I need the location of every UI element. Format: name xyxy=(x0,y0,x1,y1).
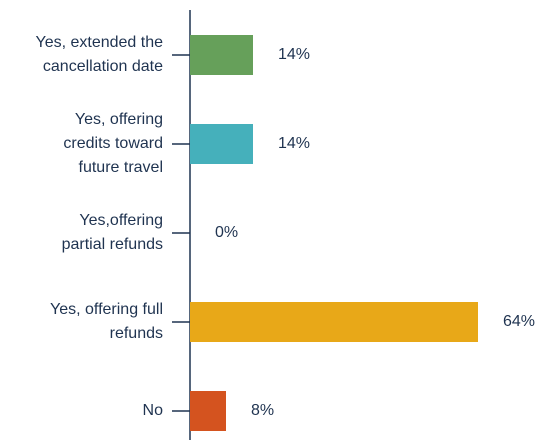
category-label-line: Yes,offering xyxy=(79,212,163,229)
category-label: No xyxy=(143,402,164,419)
value-label: 0% xyxy=(215,224,238,241)
bar xyxy=(190,35,253,75)
value-label: 14% xyxy=(278,46,310,63)
value-label: 14% xyxy=(278,135,310,152)
category-label: Yes, offering full refunds xyxy=(50,301,163,342)
category-label-line: future travel xyxy=(79,159,163,176)
category-label-line: partial refunds xyxy=(62,236,163,253)
value-label: 64% xyxy=(503,313,535,330)
category-label-line: credits toward xyxy=(63,135,163,152)
bar xyxy=(190,124,253,164)
category-label-line: refunds xyxy=(110,325,163,342)
category-label-line: Yes, offering xyxy=(75,111,163,128)
value-label: 8% xyxy=(251,402,274,419)
category-label: Yes, offering credits toward future travel xyxy=(63,111,163,176)
category-label-line: cancellation date xyxy=(43,58,163,75)
category-label-line: No xyxy=(143,402,164,419)
category-label-line: Yes, extended the xyxy=(35,34,163,51)
category-label: Yes, extended the cancellation date xyxy=(35,34,163,75)
category-label-line: Yes, offering full xyxy=(50,301,163,318)
bar xyxy=(190,302,478,342)
bar xyxy=(190,391,226,431)
category-label: Yes,offering partial refunds xyxy=(62,212,163,253)
